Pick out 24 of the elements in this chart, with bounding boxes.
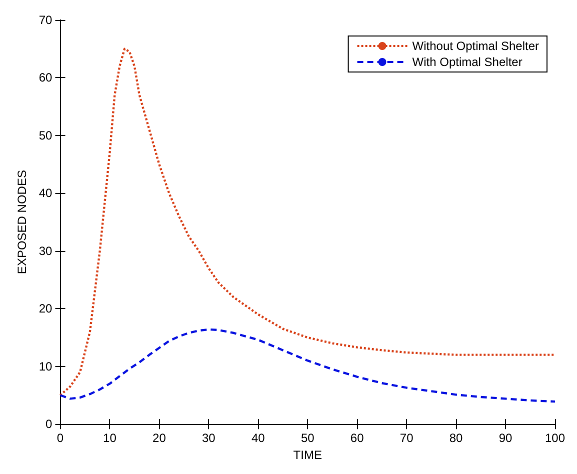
x-axis-title: TIME bbox=[293, 448, 322, 462]
y-tick-label: 20 bbox=[38, 302, 53, 316]
x-tick-label: 10 bbox=[103, 431, 117, 446]
x-tick-label: 80 bbox=[449, 431, 464, 446]
x-tick-label: 90 bbox=[498, 431, 513, 446]
y-tick-label: 70 bbox=[38, 13, 53, 27]
x-tick-label: 40 bbox=[251, 431, 266, 446]
y-tick-label: 40 bbox=[38, 186, 53, 200]
y-tick-label: 30 bbox=[38, 244, 53, 258]
line-series bbox=[59, 328, 556, 403]
y-tick-label: 0 bbox=[46, 417, 53, 432]
x-tick-label: 30 bbox=[202, 431, 216, 446]
x-tick-label: 0 bbox=[56, 431, 64, 446]
y-tick-label: 60 bbox=[38, 70, 53, 85]
x-tick-label: 60 bbox=[350, 431, 364, 446]
x-tick-label: 100 bbox=[544, 431, 566, 446]
y-tick-label: 10 bbox=[38, 359, 53, 374]
y-axis-title: EXPOSED NODES bbox=[15, 170, 29, 274]
x-tick-label: 70 bbox=[400, 431, 414, 446]
x-tick-label: 50 bbox=[300, 431, 315, 446]
x-tick-label: 20 bbox=[152, 431, 166, 446]
legend-label: With Optimal Shelter bbox=[412, 55, 522, 69]
legend-label: Without Optimal Shelter bbox=[412, 39, 540, 53]
y-tick-label: 50 bbox=[38, 128, 53, 142]
